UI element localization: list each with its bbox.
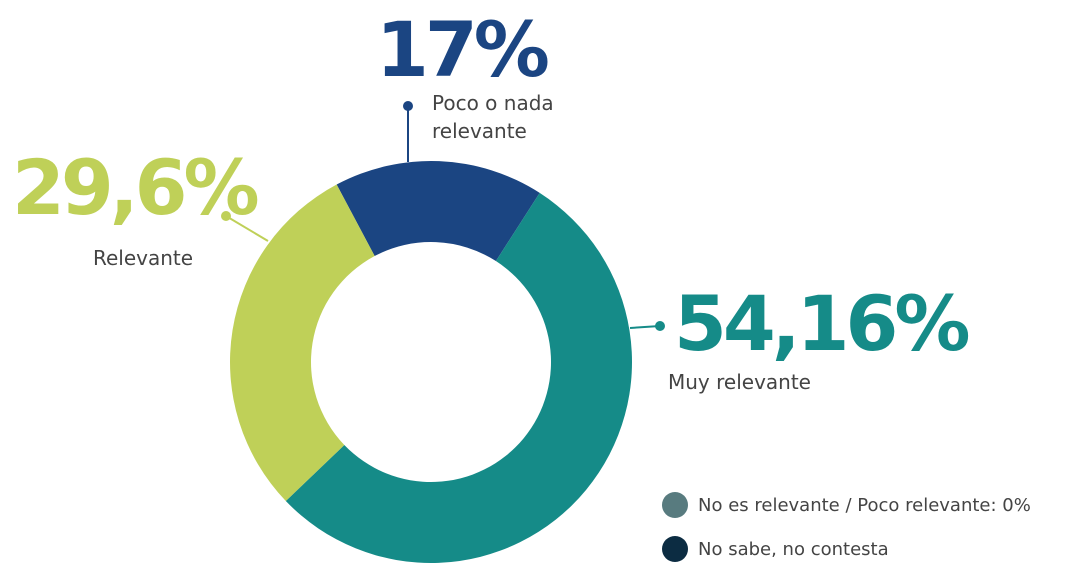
leader-dot <box>655 321 665 331</box>
legend-label: No es relevante / Poco relevante: 0% <box>698 494 1031 516</box>
legend-label: No sabe, no contesta <box>698 538 889 560</box>
legend-swatch <box>662 536 688 562</box>
value-label: 17% <box>376 5 550 94</box>
leader-line <box>225 215 269 242</box>
value-label: 54,16% <box>674 279 971 368</box>
slice <box>229 184 375 502</box>
value-label: 29,6% <box>12 143 260 232</box>
leader-line <box>629 325 661 329</box>
leader-dot <box>403 101 413 111</box>
category-label: Relevante <box>93 246 194 270</box>
leader-dot <box>221 211 231 221</box>
legend-item: No sabe, no contesta <box>662 536 889 562</box>
category-label: Poco o nada relevante <box>432 91 554 143</box>
legend-swatch <box>662 492 688 518</box>
slice <box>285 192 632 564</box>
category-label: Muy relevante <box>668 370 811 394</box>
slice <box>336 161 540 262</box>
legend-item: No es relevante / Poco relevante: 0% <box>662 492 1031 518</box>
